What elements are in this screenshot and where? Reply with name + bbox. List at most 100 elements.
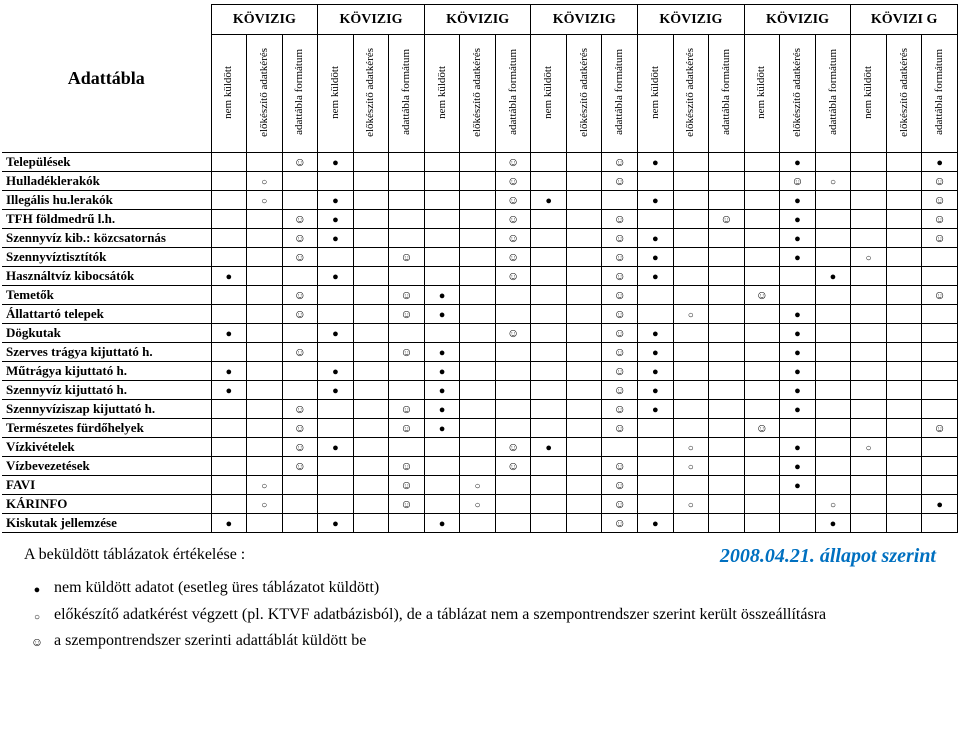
cell xyxy=(495,153,531,172)
cell xyxy=(353,210,389,229)
cell xyxy=(460,457,496,476)
cell xyxy=(780,438,816,457)
row-label: Állattartó telepek xyxy=(2,305,211,324)
cell xyxy=(566,514,602,533)
cell xyxy=(460,343,496,362)
cell xyxy=(460,305,496,324)
cell xyxy=(389,153,425,172)
smile-icon xyxy=(934,174,946,188)
legend-text: a szempontrendszer szerinti adattáblát k… xyxy=(50,629,942,654)
cell xyxy=(247,153,283,172)
group-header-1: KÖVIZIG xyxy=(211,5,318,35)
cell xyxy=(815,305,851,324)
cell xyxy=(673,191,709,210)
cell xyxy=(709,362,745,381)
cell xyxy=(922,267,958,286)
dot-icon xyxy=(225,383,232,397)
dot-icon xyxy=(34,582,41,596)
cell xyxy=(638,324,674,343)
cell xyxy=(638,419,674,438)
cell xyxy=(815,153,851,172)
smile-icon xyxy=(614,478,626,492)
cell xyxy=(211,191,247,210)
cell xyxy=(851,229,887,248)
cell xyxy=(318,172,354,191)
sub-header: nem küldött xyxy=(851,35,887,153)
table-row: KÁRINFO xyxy=(2,495,958,514)
cell xyxy=(531,419,567,438)
cell xyxy=(495,400,531,419)
cell xyxy=(389,457,425,476)
cell xyxy=(566,476,602,495)
cell xyxy=(424,248,460,267)
cell xyxy=(673,343,709,362)
cell xyxy=(851,476,887,495)
cell xyxy=(282,457,318,476)
table-row: Kiskutak jellemzése xyxy=(2,514,958,533)
cell xyxy=(709,343,745,362)
cell xyxy=(780,210,816,229)
cell xyxy=(851,153,887,172)
cell xyxy=(780,362,816,381)
dot-icon xyxy=(794,402,801,416)
cell xyxy=(282,514,318,533)
cell xyxy=(211,495,247,514)
cell xyxy=(389,514,425,533)
cell xyxy=(886,495,922,514)
cell xyxy=(851,267,887,286)
cell xyxy=(673,305,709,324)
cell xyxy=(424,381,460,400)
cell xyxy=(780,229,816,248)
cell xyxy=(638,438,674,457)
sub-header: előkészítő adatkérés xyxy=(886,35,922,153)
dot-icon xyxy=(794,364,801,378)
cell xyxy=(318,191,354,210)
cell xyxy=(744,153,780,172)
cell xyxy=(744,400,780,419)
cell xyxy=(566,495,602,514)
cell xyxy=(353,305,389,324)
dot-icon xyxy=(332,269,339,283)
cell xyxy=(851,400,887,419)
dot-icon xyxy=(225,326,232,340)
row-label: Természetes fürdőhelyek xyxy=(2,419,211,438)
cell xyxy=(531,400,567,419)
cell xyxy=(886,305,922,324)
smile-icon xyxy=(507,459,519,473)
group-header-7: KÖVIZI G xyxy=(851,5,958,35)
cell xyxy=(709,457,745,476)
circle-icon xyxy=(688,497,694,511)
cell xyxy=(282,191,318,210)
sub-header-label: nem küldött xyxy=(863,62,874,123)
smile-icon xyxy=(400,497,412,511)
smile-icon xyxy=(614,250,626,264)
cell xyxy=(424,153,460,172)
cell xyxy=(495,286,531,305)
cell xyxy=(709,476,745,495)
cell xyxy=(353,191,389,210)
sub-header-label: nem küldött xyxy=(330,62,341,123)
table-row: Dögkutak xyxy=(2,324,958,343)
cell xyxy=(424,286,460,305)
smile-icon xyxy=(614,497,626,511)
cell xyxy=(602,457,638,476)
cell xyxy=(602,191,638,210)
table-row: Szerves trágya kijuttató h. xyxy=(2,343,958,362)
cell xyxy=(851,248,887,267)
cell xyxy=(886,400,922,419)
cell xyxy=(247,210,283,229)
smile-icon xyxy=(400,250,412,264)
cell xyxy=(424,305,460,324)
smile-icon xyxy=(400,421,412,435)
cell xyxy=(780,495,816,514)
cell xyxy=(886,419,922,438)
cell xyxy=(815,324,851,343)
table-row: FAVI xyxy=(2,476,958,495)
cell xyxy=(566,248,602,267)
cell xyxy=(389,476,425,495)
sub-header: nem küldött xyxy=(531,35,567,153)
cell xyxy=(282,305,318,324)
cell xyxy=(531,381,567,400)
cell xyxy=(460,248,496,267)
cell xyxy=(460,362,496,381)
